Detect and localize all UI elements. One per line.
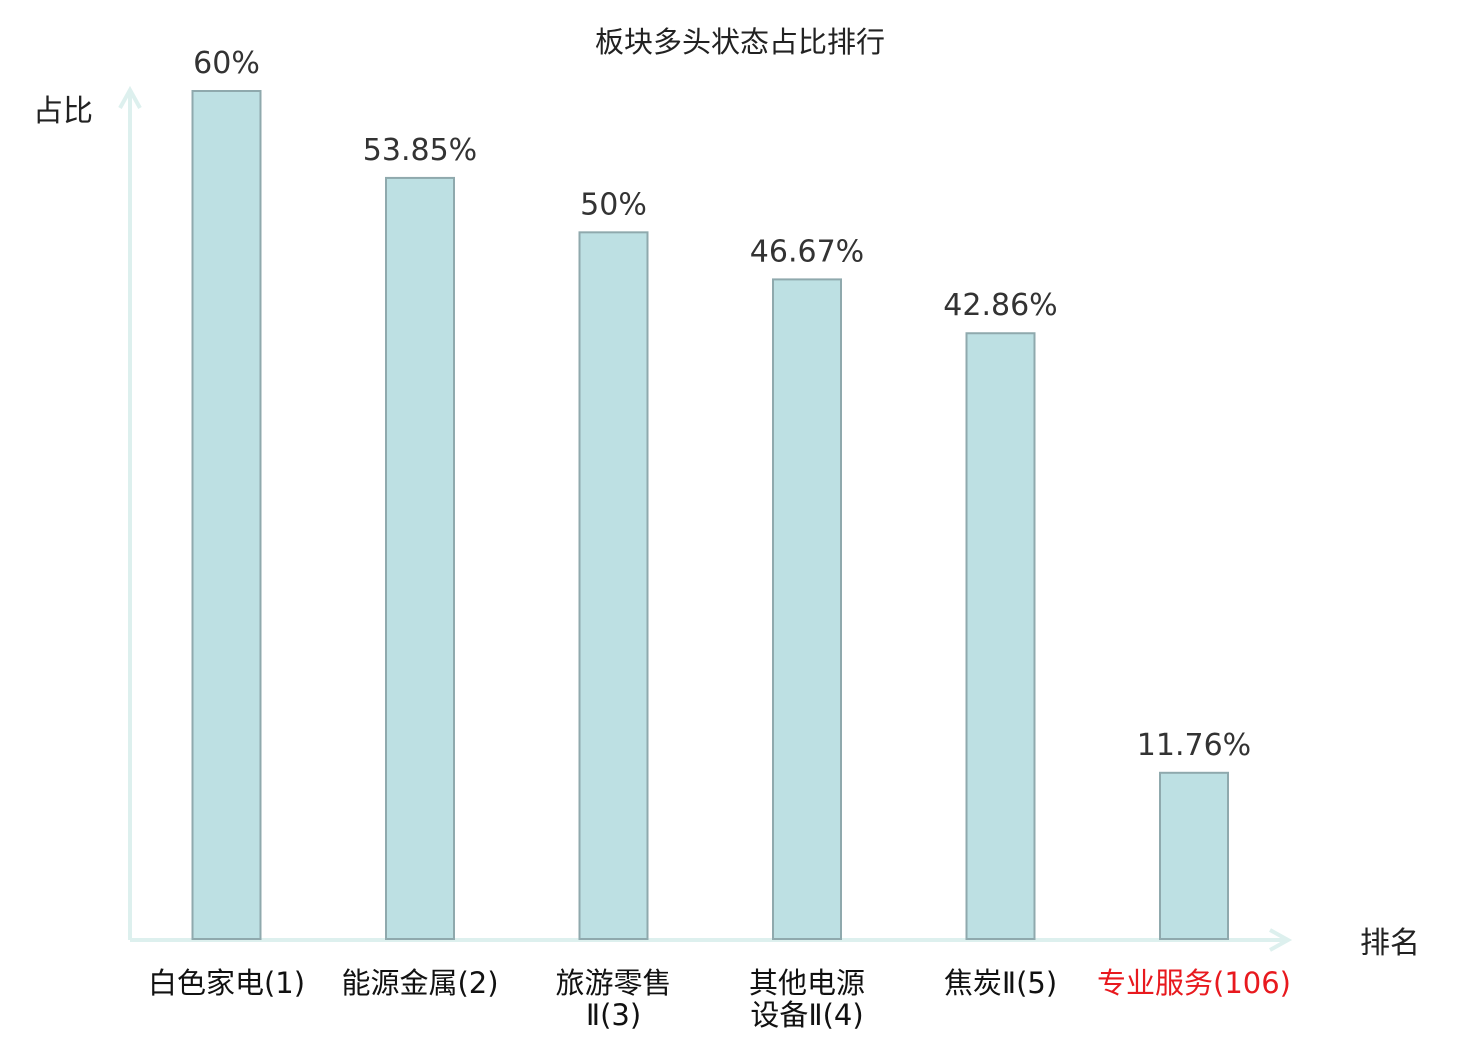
category-label-5: 焦炭Ⅱ(5) [944, 966, 1057, 1000]
bar-3 [578, 231, 649, 941]
value-labels-group: 60% 53.85% 50% 46.67% 42.86% 11.76% [193, 46, 1251, 763]
value-label-1: 60% [193, 46, 260, 81]
y-axis [118, 85, 142, 940]
y-axis-label: 占比 [33, 94, 93, 129]
category-label-6: 专业服务(106) [1097, 966, 1291, 1000]
bar-2 [385, 176, 455, 941]
bar-5 [965, 332, 1036, 940]
category-label-4-line-1: 其他电源 [749, 966, 865, 1000]
value-label-4: 46.67% [750, 234, 864, 269]
x-axis-label: 排名 [1360, 926, 1420, 961]
value-label-2: 53.85% [363, 133, 477, 168]
bar-4 [772, 278, 842, 940]
bar-1 [191, 90, 262, 940]
value-label-3: 50% [580, 187, 647, 222]
category-label-3-line-2: Ⅱ(3) [586, 998, 641, 1032]
value-label-5: 42.86% [943, 288, 1057, 323]
x-axis [130, 928, 1293, 952]
value-label-6: 11.76% [1137, 728, 1251, 763]
chart-title: 板块多头状态占比排行 [595, 25, 885, 59]
bars-group [191, 90, 1229, 941]
category-label-1: 白色家电(1) [148, 966, 305, 1000]
category-label-4-line-2: 设备Ⅱ(4) [750, 998, 863, 1032]
bar-6 [1159, 771, 1229, 940]
category-label-3-line-1: 旅游零售 [555, 966, 671, 1000]
category-label-2: 能源金属(2) [341, 966, 498, 1000]
